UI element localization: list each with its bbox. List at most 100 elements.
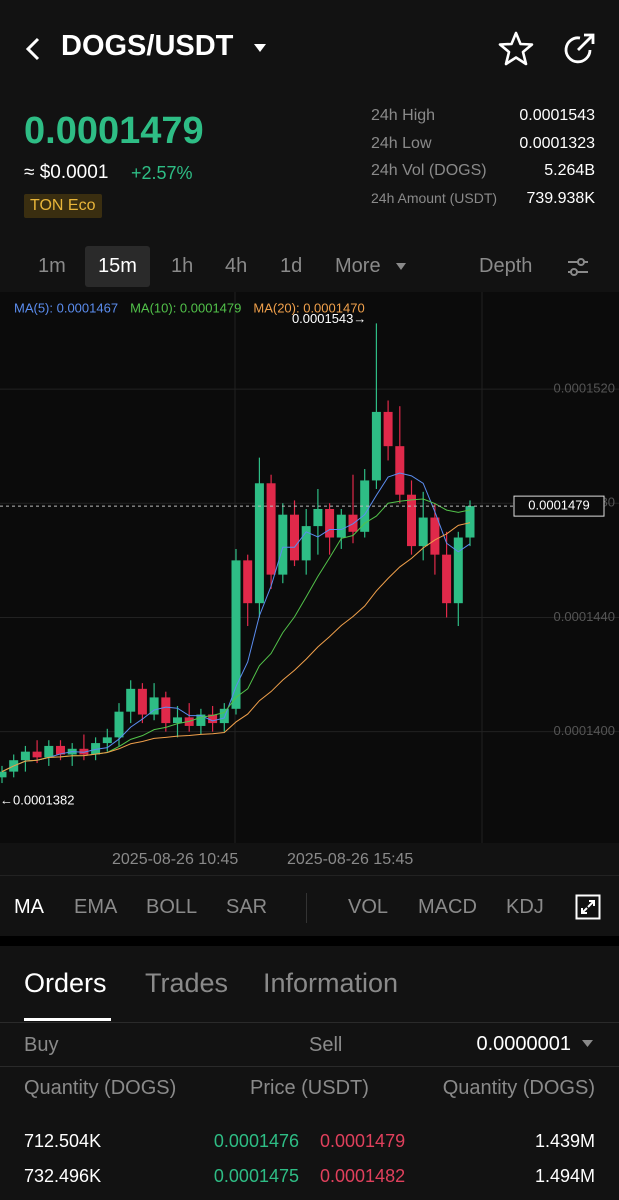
y-tick-label: 0.0001440 — [554, 609, 615, 624]
section-gap — [0, 936, 619, 946]
buy-quantity: 732.496K — [24, 1166, 102, 1186]
buy-price: 0.0001476 — [213, 1131, 299, 1151]
divider — [0, 875, 619, 876]
candle-body — [442, 554, 452, 604]
section-tab[interactable]: Information — [263, 968, 399, 998]
timeframe-tab[interactable]: 1m — [38, 255, 66, 277]
current-price-box — [513, 495, 605, 517]
timeframe-tab[interactable]: 1h — [171, 255, 194, 277]
candle-body — [126, 688, 136, 712]
ma-legend: MA(5): 0.0001467 — [14, 300, 118, 315]
stat-value: 739.938K — [526, 189, 595, 207]
x-tick-label: 2025-08-26 10:45 — [112, 851, 239, 868]
ma-legend: MA(20): 0.0001470 — [253, 300, 364, 315]
candle-body — [243, 560, 253, 604]
depth-tab[interactable]: Depth — [479, 255, 533, 277]
candle-body — [149, 697, 159, 715]
candle-body — [44, 745, 54, 758]
candle-body — [383, 411, 393, 447]
current-price-label: 0.0001479 — [528, 498, 589, 513]
sell-price: 0.0001479 — [320, 1131, 406, 1151]
indicator-tab[interactable]: EMA — [74, 896, 118, 918]
candle-body — [196, 714, 206, 726]
candle-body — [137, 688, 147, 715]
y-tick-label: 0.0001400 — [554, 723, 615, 738]
divider — [0, 1022, 619, 1023]
column-header: Price (USDT) — [250, 1077, 369, 1099]
tab-underline — [24, 1018, 111, 1021]
candle-body — [32, 751, 42, 758]
candle-body — [102, 737, 112, 744]
usd-price: ≈ $0.0001 — [24, 162, 109, 183]
buy-label: Buy — [24, 1034, 59, 1056]
fullscreen-icon[interactable] — [575, 894, 601, 920]
candle-body — [231, 560, 241, 709]
column-header: Quantity (DOGS) — [442, 1077, 595, 1099]
candle-body — [91, 743, 101, 755]
stat-value: 0.0001543 — [519, 107, 595, 124]
indicator-tab[interactable]: MA — [14, 896, 44, 918]
indicator-tab[interactable]: BOLL — [146, 896, 198, 918]
precision-select[interactable]: 0.0000001 — [476, 1033, 571, 1055]
sell-quantity: 1.439M — [534, 1131, 595, 1151]
ma-line — [1, 472, 471, 773]
candle-body — [20, 751, 30, 761]
indicator-tab[interactable]: VOL — [348, 896, 389, 918]
stat-label: 24h High — [371, 107, 436, 124]
indicator-tab[interactable]: KDJ — [506, 896, 544, 918]
timeframe-tab[interactable]: 4h — [225, 255, 248, 277]
pair-title[interactable]: DOGS/USDT — [61, 30, 234, 62]
candle-body — [173, 717, 182, 724]
low-marker: ←0.0001382 — [0, 792, 74, 807]
candle-body — [208, 714, 218, 724]
last-price: 0.0001479 — [24, 110, 204, 152]
back-button[interactable] — [22, 36, 44, 62]
candle-body — [360, 480, 370, 532]
precision-dropdown[interactable] — [581, 1039, 594, 1049]
pair-dropdown[interactable] — [252, 42, 268, 54]
candle-body — [395, 446, 405, 495]
candle-body — [371, 411, 381, 481]
timeframe-tab[interactable]: 1d — [280, 255, 303, 277]
high-marker: 0.0001543→ — [292, 311, 366, 326]
favorite-icon[interactable] — [497, 30, 535, 68]
candle-body — [114, 711, 124, 738]
share-icon[interactable] — [560, 30, 598, 68]
divider — [0, 1066, 619, 1067]
sell-quantity: 1.494M — [534, 1166, 595, 1186]
stat-label: 24h Vol (DOGS) — [371, 162, 487, 179]
stat-label: 24h Amount (USDT) — [371, 189, 498, 206]
candle-body — [418, 517, 428, 547]
candle-body — [453, 537, 463, 604]
candle-body — [219, 708, 229, 724]
stat-label: 24h Low — [371, 134, 432, 152]
candle-body — [161, 697, 171, 724]
y-tick-label: 0.0001520 — [554, 381, 615, 396]
more-dropdown[interactable] — [395, 262, 407, 271]
candle-body — [266, 483, 276, 575]
sell-label: Sell — [309, 1034, 343, 1056]
candle-body — [278, 514, 288, 575]
candle-body — [430, 517, 440, 555]
tag[interactable]: TON Eco — [24, 194, 102, 218]
ma-line — [1, 522, 471, 773]
candle-body — [465, 506, 475, 538]
candle-body — [254, 483, 264, 604]
timeframe-tab[interactable]: 15m — [85, 246, 150, 287]
indicator-tab[interactable]: MACD — [418, 896, 477, 918]
section-tab[interactable]: Trades — [145, 968, 229, 998]
stat-value: 5.264B — [544, 162, 595, 179]
candle-body — [0, 771, 7, 778]
section-tab[interactable]: Orders — [24, 968, 107, 998]
indicator-tab[interactable]: SAR — [226, 896, 268, 918]
sell-price: 0.0001482 — [320, 1166, 406, 1186]
chart-settings[interactable] — [566, 255, 590, 279]
column-header: Quantity (DOGS) — [24, 1077, 177, 1099]
buy-price: 0.0001475 — [213, 1166, 299, 1186]
candle-body — [325, 508, 335, 538]
divider — [306, 893, 307, 923]
timeframe-tab[interactable]: More — [335, 255, 381, 277]
x-tick-label: 2025-08-26 15:45 — [287, 851, 414, 868]
candle-body — [301, 526, 311, 561]
